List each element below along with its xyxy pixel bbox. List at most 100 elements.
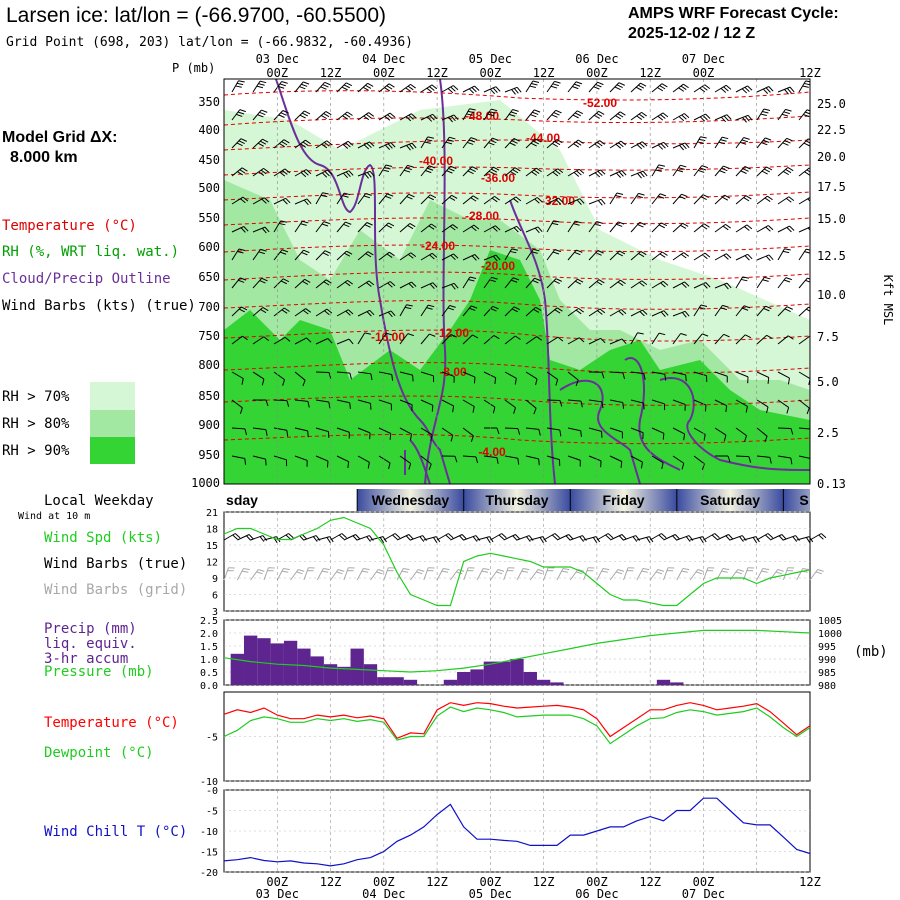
wind-barb [630, 427, 644, 439]
surface-wind-barb-grid [503, 567, 515, 581]
wind-barb [441, 114, 459, 123]
rh90-swatch [90, 437, 135, 464]
pressure-tick: 1000 [191, 476, 220, 490]
wind-barb [735, 334, 752, 345]
wind-barb [315, 81, 331, 93]
wind-barb [420, 136, 434, 149]
wind-barb [483, 455, 499, 464]
wind-barb [567, 399, 583, 408]
wind-barb [672, 281, 690, 289]
surface-wind-barb-true [610, 534, 627, 541]
wind-barb [294, 455, 308, 467]
wind-barb [315, 169, 333, 178]
wind-speed-panel: 21 18 15 12 9 6 3 [206, 508, 827, 618]
wind-barb [798, 277, 810, 289]
wind-barb [420, 333, 436, 345]
cycle-title: AMPS WRF Forecast Cycle: [628, 5, 839, 22]
wind-barb [714, 136, 729, 149]
wind-barb [525, 399, 537, 415]
wind-barb [651, 164, 665, 177]
wind-barb [651, 141, 669, 150]
wind-barb [441, 334, 457, 345]
model-grid-value: 8.000 km [10, 149, 78, 166]
wind-barb [252, 226, 270, 234]
top-date-label: 03 Dec [256, 52, 299, 66]
pressure-axis-label: P (mb) [172, 61, 215, 75]
wind-barb [777, 455, 793, 465]
surface-wind-barb-grid [370, 569, 385, 581]
wind-barb [315, 427, 330, 438]
surface-wind-barb-true [490, 533, 507, 541]
pressure-line [223, 629, 811, 673]
bottom-hour-labels: 00Z 12Z 00Z 12Z 00Z 12Z 00Z 12Z 00Z 12Z [266, 875, 820, 889]
wind-barb [693, 84, 711, 93]
wind-barb [504, 196, 522, 205]
wind-barb [756, 371, 770, 384]
wind-barb [420, 427, 433, 441]
wind-barb [399, 142, 417, 151]
upper-air-wind-barbs [231, 80, 810, 471]
weekday-name: Friday [603, 492, 645, 508]
wind-barb [294, 139, 311, 149]
wind-barb [735, 166, 751, 177]
surface-wind-barb-grid [636, 568, 650, 581]
surface-wind-barb-grid [343, 567, 355, 581]
wind-barb [357, 193, 372, 205]
wind-barb [336, 279, 353, 289]
wind-barb [693, 333, 709, 345]
wind-barb [735, 114, 753, 123]
panel-left-tick: -5 [206, 807, 218, 818]
wind-barb [651, 112, 669, 121]
wind-barb [252, 307, 269, 317]
wind-barb [441, 165, 457, 177]
top-panel-gridlines [276, 79, 758, 484]
precip-bar [230, 653, 244, 685]
wind-barb [336, 309, 354, 317]
wind-caption: Wind at 10 m [18, 511, 90, 522]
panel-left-tick: -20 [200, 868, 218, 879]
bottom-date-labels: 03 Dec 04 Dec 05 Dec 06 Dec 07 Dec [256, 887, 726, 900]
wind-barb [357, 332, 371, 345]
weekday-name: Thursday [485, 492, 548, 508]
precip-bar [390, 677, 404, 685]
pressure-tick: 980 [818, 681, 836, 692]
wind-barb [567, 337, 585, 345]
wind-barb [441, 371, 455, 383]
wind-barb [609, 338, 627, 345]
surface-wind-barb-true [649, 533, 667, 541]
bottom-hour-label: 12Z [426, 875, 448, 889]
precip-bar [457, 672, 471, 685]
wind-barb [630, 280, 648, 289]
wind-barb [336, 371, 352, 380]
wind-barb [609, 140, 627, 149]
pressure-tick: 995 [818, 642, 836, 653]
precip-bar [283, 640, 298, 685]
precip-bar [377, 677, 391, 685]
wind-chill-label: Wind Chill T (°C) [44, 824, 187, 840]
wind-barb [273, 455, 288, 467]
wind-barb [567, 278, 584, 289]
wind-barb [651, 427, 665, 440]
wind-barb [231, 455, 247, 465]
wind-barb [777, 108, 792, 121]
wind-barb [672, 310, 690, 318]
surface-wind-barb-grid [303, 567, 315, 581]
wind-barb [630, 141, 648, 150]
wind-barb [567, 427, 582, 438]
wind-barb [693, 304, 708, 317]
wind-barb [294, 337, 312, 345]
surface-wind-barb-true [543, 533, 560, 541]
precip-liq-label: liq. equiv. [44, 636, 137, 652]
wind-barb [693, 455, 705, 470]
wind-barb [504, 427, 521, 435]
wind-barb [651, 332, 666, 345]
weekday-cell [570, 489, 677, 511]
wind-barb [798, 399, 810, 415]
wind-barb [525, 277, 541, 289]
wind-barb [315, 140, 333, 149]
wind-barb [714, 399, 728, 413]
wind-barb [273, 81, 288, 93]
wind-barb [672, 222, 689, 233]
wind-barb [756, 108, 771, 121]
wind-barb [672, 333, 687, 345]
